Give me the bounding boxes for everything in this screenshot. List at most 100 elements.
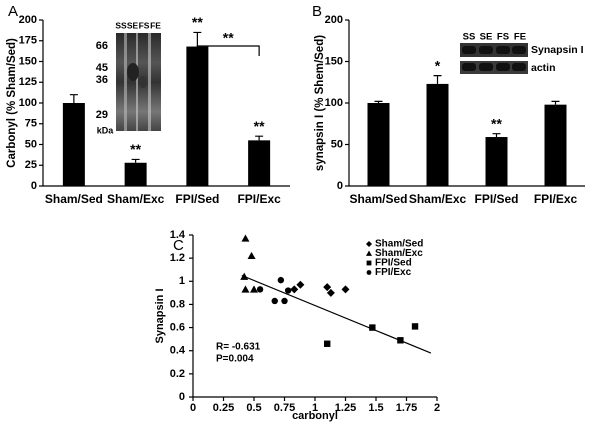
point [284, 287, 292, 294]
significance-label: ** [192, 14, 203, 30]
x-tick-label: 0.5 [246, 402, 261, 414]
x-tick-label: 0.75 [274, 402, 295, 414]
x-tick-label: 0.25 [213, 402, 234, 414]
legend-marker [366, 250, 372, 256]
bar [248, 140, 271, 186]
panel-label: A [8, 3, 18, 20]
unit-label: kDa [97, 125, 115, 135]
panel-label: C [173, 237, 184, 254]
y-tick-label: 0 [31, 180, 37, 192]
y-axis-label: synapsin I (% Shem/Sed) [314, 35, 326, 171]
point [247, 251, 256, 260]
y-tick-label: 200 [19, 14, 37, 26]
marker-label: 36 [96, 74, 108, 86]
point [250, 285, 258, 293]
point [240, 272, 249, 280]
error-bar [255, 135, 264, 141]
lane-label: SS [115, 20, 127, 30]
x-tick-label: Sham/Sed [45, 192, 103, 206]
marker-label: 45 [96, 62, 108, 74]
lane-label: FE [514, 32, 526, 43]
point [290, 285, 299, 294]
y-tick-label: 50 [331, 138, 343, 150]
point [369, 324, 376, 331]
y-tick-label: 1 [179, 275, 185, 287]
y-tick-label: 0.4 [170, 345, 186, 357]
y-tick-label: 150 [19, 55, 37, 67]
legend-marker [366, 241, 372, 247]
x-axis-label: carbonyl [292, 410, 338, 422]
y-tick-label: 75 [25, 118, 37, 130]
significance-label: * [435, 57, 441, 73]
lane-label: FS [497, 32, 509, 43]
panel-label: B [312, 3, 322, 20]
lane-label: SE [127, 20, 139, 30]
point [411, 323, 419, 330]
x-tick-label: FPI/Sed [175, 192, 219, 206]
y-tick-label: 0.8 [170, 298, 185, 310]
significance-label: ** [130, 141, 141, 157]
bar [485, 137, 508, 186]
bar [544, 104, 567, 186]
point [281, 297, 288, 305]
error-bar [131, 158, 140, 163]
point [256, 286, 264, 293]
x-tick-label: Sham/Exc [107, 192, 165, 206]
point [326, 288, 335, 297]
error-bar [433, 75, 442, 84]
point [296, 280, 305, 289]
legend-label: Sham/Sed [375, 239, 423, 250]
error-bar [69, 94, 78, 103]
lane-label: SS [463, 32, 476, 43]
x-tick-label: Sham/Sed [349, 192, 407, 206]
point [341, 285, 350, 294]
point [241, 234, 250, 242]
x-tick-label: 1.25 [335, 402, 356, 414]
marker-label: 66 [96, 40, 108, 52]
x-tick-label: FPI/Exc [237, 192, 281, 206]
y-tick-label: 1.2 [170, 252, 185, 264]
point [241, 285, 250, 293]
significance-label: ** [491, 115, 502, 131]
bracket-label: ** [223, 30, 234, 46]
band-label: actin [531, 62, 556, 74]
legend-marker [366, 260, 372, 266]
legend-label: FPI/Exc [375, 267, 412, 278]
x-tick-label: 2 [434, 402, 440, 414]
x-tick-label: 1 [312, 402, 318, 414]
y-tick-label: 150 [325, 55, 343, 67]
bar [367, 103, 390, 186]
y-tick-label: 25 [25, 159, 37, 171]
point [271, 297, 278, 305]
bar [124, 162, 147, 186]
legend-marker [366, 270, 372, 275]
lane-label: FS [139, 20, 150, 30]
error-bar [492, 133, 501, 138]
annotation: P=0.004 [216, 354, 254, 365]
bar [426, 83, 449, 186]
y-tick-label: 200 [325, 14, 343, 26]
y-tick-label: 1.4 [170, 229, 186, 241]
lane-label: FE [150, 20, 161, 30]
blot-b [460, 43, 528, 74]
y-axis-label: Carbonyl (% Sham/Sed) [6, 38, 18, 168]
band-label: Synapsin I [531, 44, 584, 56]
legend-label: FPI/Sed [375, 258, 412, 269]
y-axis-label: Synapsin I [154, 288, 166, 343]
x-tick-label: 1.75 [396, 402, 417, 414]
y-tick-label: 0 [179, 391, 185, 403]
significance-label: ** [254, 118, 265, 134]
error-bar [193, 31, 202, 47]
x-tick-label: FPI/Exc [534, 192, 578, 206]
y-tick-label: 50 [25, 138, 37, 150]
x-tick-label: 0 [190, 402, 196, 414]
x-tick-label: FPI/Sed [474, 192, 518, 206]
bar [62, 103, 85, 186]
y-tick-label: 125 [19, 76, 37, 88]
point [277, 276, 285, 284]
y-tick-label: 175 [19, 35, 37, 47]
legend-label: Sham/Exc [375, 248, 423, 259]
point [323, 283, 332, 292]
marker-label: 29 [96, 109, 108, 121]
x-tick-label: 1.5 [368, 402, 383, 414]
